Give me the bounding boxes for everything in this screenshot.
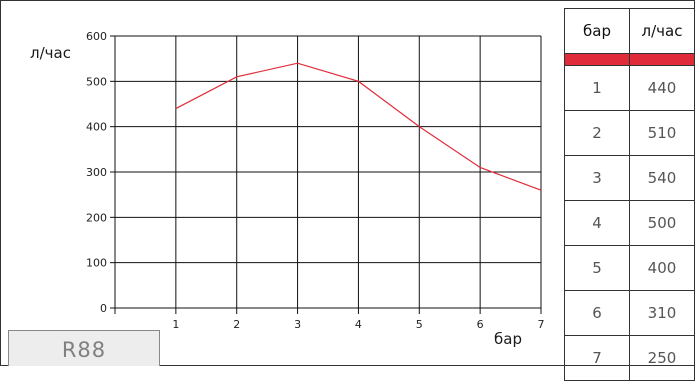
x-tick-label: 1 bbox=[172, 318, 179, 331]
pressure-cell: 1 bbox=[565, 66, 630, 111]
table-header-row: бар л/час bbox=[565, 9, 695, 54]
y-tick-label: 500 bbox=[86, 75, 107, 88]
pressure-cell: 4 bbox=[565, 201, 630, 246]
x-tick-label: 4 bbox=[355, 318, 362, 331]
table-row: 5 400 bbox=[565, 246, 695, 291]
flow-cell: 540 bbox=[630, 156, 695, 201]
table-row: 7 250 bbox=[565, 336, 695, 381]
accent-cell bbox=[565, 54, 630, 66]
table-header-pressure: бар bbox=[565, 9, 630, 54]
pressure-cell: 3 bbox=[565, 156, 630, 201]
flow-cell: 440 bbox=[630, 66, 695, 111]
y-tick-label: 300 bbox=[86, 166, 107, 179]
table-row: 3 540 bbox=[565, 156, 695, 201]
y-tick-label: 600 bbox=[86, 30, 107, 43]
flow-cell: 250 bbox=[630, 336, 695, 381]
flow-cell: 400 bbox=[630, 246, 695, 291]
x-tick-label: 2 bbox=[233, 318, 240, 331]
x-axis-label: бар bbox=[494, 330, 522, 348]
y-tick-label: 400 bbox=[86, 121, 107, 134]
flow-cell: 310 bbox=[630, 291, 695, 336]
data-table: бар л/час 1 440 2 510 3 540 4 500 5 400 6 310 7 250 bbox=[564, 8, 695, 381]
pressure-cell: 2 bbox=[565, 111, 630, 156]
table-row: 6 310 bbox=[565, 291, 695, 336]
x-tick-label: 7 bbox=[538, 318, 545, 331]
table-row: 4 500 bbox=[565, 201, 695, 246]
y-tick-label: 200 bbox=[86, 211, 107, 224]
pressure-cell: 7 bbox=[565, 336, 630, 381]
pressure-cell: 5 bbox=[565, 246, 630, 291]
table-accent-row bbox=[565, 54, 695, 66]
flow-cell: 500 bbox=[630, 201, 695, 246]
x-tick-label: 3 bbox=[294, 318, 301, 331]
table-row: 2 510 bbox=[565, 111, 695, 156]
x-tick-label: 6 bbox=[477, 318, 484, 331]
y-tick-label: 100 bbox=[86, 257, 107, 270]
y-axis-label: л/час bbox=[30, 44, 71, 62]
flow-cell: 510 bbox=[630, 111, 695, 156]
pressure-cell: 6 bbox=[565, 291, 630, 336]
model-label: R88 bbox=[8, 330, 160, 366]
accent-cell bbox=[630, 54, 695, 66]
table-row: 1 440 bbox=[565, 66, 695, 111]
table-header-flow: л/час bbox=[630, 9, 695, 54]
flow-chart: 0 100 200 300 400 500 600 1 2 3 4 5 6 7 bbox=[0, 0, 560, 366]
y-tick-label: 0 bbox=[100, 302, 107, 315]
x-tick-label: 5 bbox=[416, 318, 423, 331]
